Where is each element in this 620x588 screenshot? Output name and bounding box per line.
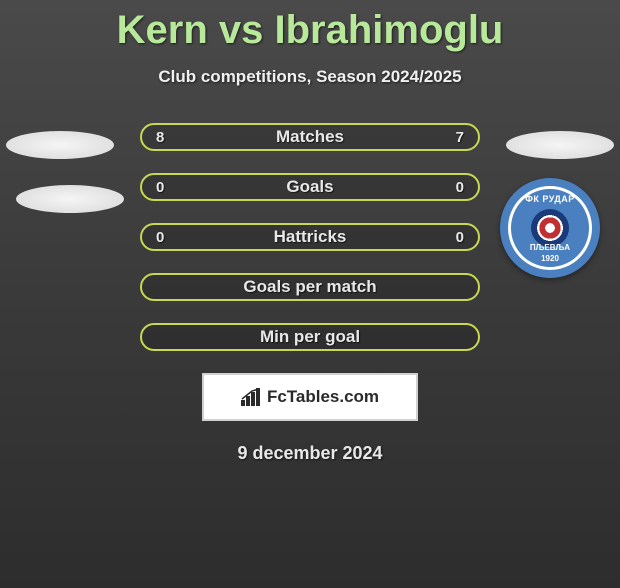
stat-value-left: 0 xyxy=(156,179,176,196)
stat-pill: 0 Goals 0 xyxy=(140,173,480,201)
page-subtitle: Club competitions, Season 2024/2025 xyxy=(0,67,620,87)
footer-brand-text: FcTables.com xyxy=(267,387,379,407)
stat-row-hattricks: 0 Hattricks 0 xyxy=(0,223,620,251)
bar-chart-icon xyxy=(241,388,263,406)
stat-pill: 8 Matches 7 xyxy=(140,123,480,151)
stats-container: 8 Matches 7 0 Goals 0 0 Hattricks 0 Goal… xyxy=(0,123,620,351)
stat-pill: Goals per match xyxy=(140,273,480,301)
stat-value-right: 0 xyxy=(444,229,464,246)
date-text: 9 december 2024 xyxy=(0,443,620,464)
stat-label: Goals xyxy=(176,177,444,197)
stat-label: Min per goal xyxy=(176,327,444,347)
badge-year: 1920 xyxy=(541,254,559,263)
stat-row-matches: 8 Matches 7 xyxy=(0,123,620,151)
stat-label: Matches xyxy=(176,127,444,147)
stat-label: Hattricks xyxy=(176,227,444,247)
stat-row-goals-per-match: Goals per match xyxy=(0,273,620,301)
stat-row-min-per-goal: Min per goal xyxy=(0,323,620,351)
footer-branding[interactable]: FcTables.com xyxy=(202,373,418,421)
stat-value-right: 7 xyxy=(444,129,464,146)
stat-pill: 0 Hattricks 0 xyxy=(140,223,480,251)
stat-value-left: 0 xyxy=(156,229,176,246)
stat-value-right: 0 xyxy=(444,179,464,196)
page-title: Kern vs Ibrahimoglu xyxy=(0,8,620,53)
stat-label: Goals per match xyxy=(176,277,444,297)
stat-pill: Min per goal xyxy=(140,323,480,351)
stat-value-left: 8 xyxy=(156,129,176,146)
stat-row-goals: 0 Goals 0 xyxy=(0,173,620,201)
